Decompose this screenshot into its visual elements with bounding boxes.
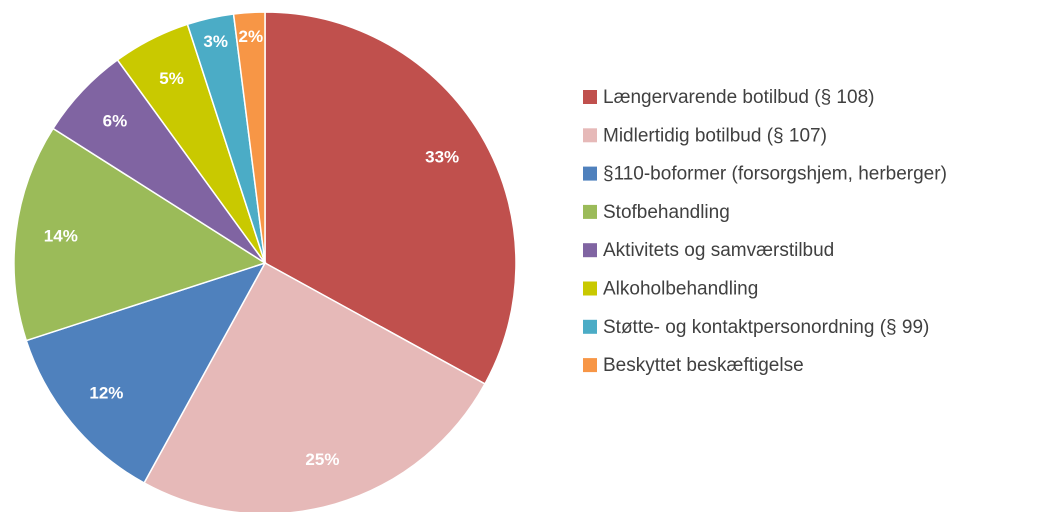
legend-label: Midlertidig botilbud (§ 107): [603, 125, 827, 146]
legend-label: §110-boformer (forsorgshjem, herberger): [603, 164, 947, 185]
legend-swatch: [583, 281, 597, 296]
legend-swatch: [583, 204, 597, 219]
data-label: 6%: [103, 112, 128, 131]
legend-label: Beskyttet beskæftigelse: [603, 355, 804, 376]
pie-slice: [232, 11, 266, 264]
pie-slice: [25, 261, 267, 484]
legend-label: Stofbehandling: [603, 202, 730, 223]
pie-slice: [143, 261, 486, 515]
legend-label: Alkoholbehandling: [603, 279, 758, 300]
data-label: 14%: [44, 227, 78, 246]
data-label: 3%: [203, 32, 228, 51]
legend-label: Længervarende botilbud (§ 108): [603, 87, 874, 108]
legend-swatch: [583, 128, 597, 143]
legend-swatch: [583, 319, 597, 334]
legend-label: Støtte- og kontaktpersonordning (§ 99): [603, 317, 929, 338]
data-label: 5%: [159, 69, 184, 88]
legend-swatch: [583, 90, 597, 104]
legend-swatch: [583, 166, 597, 181]
legend-swatch: [583, 243, 597, 258]
pie-slice: [264, 11, 517, 385]
data-label: 2%: [239, 27, 264, 46]
pie-slice: [13, 127, 267, 342]
legend-label: Aktivitets og samværstilbud: [603, 240, 834, 261]
data-label: 25%: [305, 450, 339, 469]
data-label: 12%: [89, 384, 123, 403]
data-label: 33%: [425, 148, 459, 167]
legend-swatch: [583, 358, 597, 373]
